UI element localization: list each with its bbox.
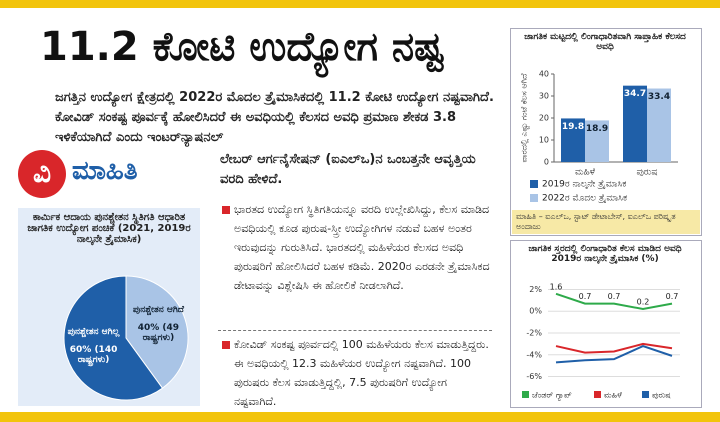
slice-value-label: 60% (140 ರಾಷ್ಟ್ರಗಳು) — [69, 344, 118, 365]
headline: 11.2 ಕೋಟಿ ಉದ್ಯೋಗ ನಷ್ಟ — [40, 24, 445, 70]
value-label: 33.4 — [648, 92, 670, 102]
legend-label: ಜೆಂಡರ್ ಗ್ಯಾಪ್ — [532, 391, 572, 401]
pie-chart — [63, 275, 189, 401]
bar — [585, 120, 609, 162]
slice-label: ಪುನಶ್ಚೇತನ ಆಗಿದೆ — [132, 305, 184, 316]
y-tick-label: -4% — [526, 350, 542, 359]
legend-swatch — [530, 194, 538, 202]
top-bar — [0, 0, 720, 8]
legend-swatch — [594, 391, 601, 398]
x-tick-label: ಪುರುಷ — [636, 168, 657, 178]
source-note: ಮಾಹಿತಿ – ಐಎಲ್‌ಒ, ಸ್ಟಾಟ್ ಡೇಟಾಬೇಸ್, ಐಎಲ್‌ಒ… — [512, 210, 700, 234]
chart-title: ಜಾಗತಿಕ ಮಟ್ಟದಲ್ಲಿ ಲಿಂಗಾಧಾರಿತವಾಗಿ ಸಾಪ್ತಾಹಿ… — [524, 32, 686, 52]
logo-badge: ವಿ — [18, 150, 66, 198]
value-label: 0.7 — [608, 292, 621, 301]
value-label: 0.7 — [666, 292, 679, 301]
pie-slice — [63, 275, 164, 401]
pie-slice — [125, 275, 189, 389]
value-label: 34.7 — [624, 89, 646, 99]
bar-chart: 0 10 20 30 40 ವಾರದಲ್ಲಿ ಎಷ್ಟು ಗಂಟೆ ಕೆಲಸ ಆಗಿದೆ ಮ… — [520, 70, 678, 204]
legend-label: 2022ರ ಮೊದಲ ತ್ರೈಮಾಸಿಕ — [542, 194, 627, 204]
bottom-bar — [0, 412, 720, 422]
y-tick-label: -6% — [526, 372, 542, 381]
divider — [218, 330, 492, 331]
value-label: 19.8 — [562, 122, 584, 132]
bullet-icon — [222, 341, 230, 349]
line-panel — [510, 240, 702, 408]
slice-value-label: 40% (49 ರಾಷ್ಟ್ರಗಳು) — [137, 323, 180, 344]
legend-swatch — [522, 391, 529, 398]
y-tick-label: 2% — [529, 285, 542, 294]
value-label: 0.2 — [637, 298, 650, 307]
line-series — [555, 344, 673, 364]
line-chart: 2% 0% -2% -4% -6% 1.6 0.7 0.7 0.2 0.7 ಜೆಂಡರ್ ಗ್ಯಾಪ… — [522, 282, 680, 401]
y-tick-label: 0% — [529, 307, 542, 316]
y-tick-label: -2% — [526, 329, 542, 338]
line-series — [555, 292, 673, 311]
lead-text: ಜಗತ್ತಿನ ಉದ್ಯೋಗ ಕ್ಷೇತ್ರದಲ್ಲಿ 2022ರ ಮೊದಲ ತ… — [55, 90, 494, 145]
chart-title: ಕಾರ್ಮಿಕ ಆದಾಯ ಪುನಶ್ಚೇತನ ಸ್ಥಿತಿಗತಿ ಆಧಾರಿತ … — [27, 212, 191, 245]
lead-text: ಲೇಬರ್ ಆರ್ಗನೈಸೇಷನ್ (ಐಎಲ್‌ಒ)ನ ಒಂಬತ್ತನೇ ಆವೃ… — [220, 152, 476, 187]
legend-swatch — [530, 180, 538, 188]
legend-label: ಮಹಿಳೆ — [604, 391, 622, 400]
bullet-icon — [222, 206, 230, 214]
y-tick-label: 30 — [539, 92, 549, 101]
bar — [623, 85, 647, 162]
logo-text: ಮಾಹಿತಿ — [72, 156, 138, 186]
bar-panel — [510, 28, 702, 236]
bullet-text: ಭಾರತದ ಉದ್ಯೋಗ ಸ್ಥಿತಿಗತಿಯನ್ನೂ ವರದಿ ಉಲ್ಲೇಖಿ… — [234, 203, 490, 292]
x-tick-label: ಮಹಿಳೆ — [575, 168, 596, 178]
value-label: 18.9 — [586, 124, 608, 134]
y-tick-label: 10 — [539, 136, 549, 145]
legend-swatch — [642, 391, 649, 398]
legend-label: ಪುರುಷ — [652, 391, 671, 400]
value-label: 1.6 — [550, 282, 563, 291]
y-tick-label: 20 — [539, 114, 549, 123]
y-tick-label: 40 — [539, 70, 549, 79]
line-series — [555, 342, 673, 354]
bullet-text: ಕೋವಿಡ್ ಸಂಕಷ್ಟ ಪೂರ್ವದಲ್ಲಿ 100 ಮಹಿಳೆಯರು ಕೆ… — [234, 338, 489, 408]
legend-label: 2019ರ ನಾಲ್ಕನೇ ತ್ರೈಮಾಸಿಕ — [542, 180, 626, 190]
slice-label: ಪುನಶ್ಚೇತನ ಆಗಿಲ್ಲ — [67, 326, 120, 337]
y-axis-label: ವಾರದಲ್ಲಿ ಎಷ್ಟು ಗಂಟೆ ಕೆಲಸ ಆಗಿದೆ — [520, 73, 530, 163]
bar — [647, 88, 671, 162]
value-label: 0.7 — [579, 292, 592, 301]
chart-title: ಜಾಗತಿಕ ಸ್ತರದಲ್ಲಿ ಲಿಂಗಾಧಾರಿತ ಕೆಲಸ ಮಾಡಿದ ಅ… — [528, 244, 682, 264]
y-tick-label: 0 — [544, 158, 549, 167]
bar — [561, 118, 585, 162]
